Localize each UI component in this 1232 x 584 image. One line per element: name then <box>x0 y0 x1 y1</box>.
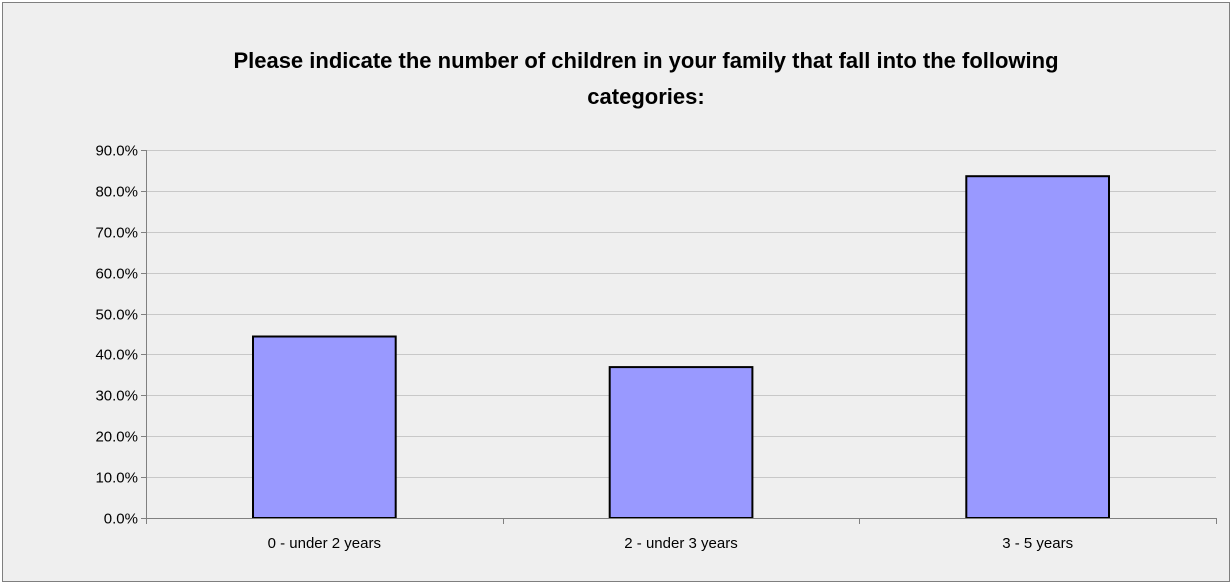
y-tick-label: 50.0% <box>95 307 138 324</box>
y-tick-label: 90.0% <box>95 143 138 160</box>
y-tick-label: 40.0% <box>95 347 138 364</box>
y-tick-label: 80.0% <box>95 184 138 201</box>
y-tick-label: 0.0% <box>104 511 138 528</box>
y-tick-label: 70.0% <box>95 225 138 242</box>
x-axis-tick-labels: 0 - under 2 years 2 - under 3 years 3 - 5 … <box>268 535 1074 552</box>
x-tick-label: 2 - under 3 years <box>624 535 737 552</box>
chart-title-line-1: Please indicate the number of children i… <box>233 48 1058 73</box>
bars <box>252 175 1110 519</box>
chart-title-line-2: categories: <box>587 84 704 109</box>
y-tick-label: 20.0% <box>95 429 138 446</box>
y-tick-label: 60.0% <box>95 266 138 283</box>
axes <box>141 150 1217 524</box>
y-axis-tick-labels: 0.0% 10.0% 20.0% 30.0% 40.0% 50.0% 60.0% 70.0% 8… <box>95 143 138 528</box>
y-tick-label: 10.0% <box>95 470 138 487</box>
x-tick-label: 0 - under 2 years <box>268 535 381 552</box>
x-tick-label: 3 - 5 years <box>1002 535 1073 552</box>
bar-0-under-2-years <box>252 335 397 519</box>
bar-3-5-years <box>965 175 1110 519</box>
bar-2-under-3-years <box>608 366 754 519</box>
y-tick-label: 30.0% <box>95 388 138 405</box>
chart-title: Please indicate the number of children i… <box>233 48 1058 109</box>
